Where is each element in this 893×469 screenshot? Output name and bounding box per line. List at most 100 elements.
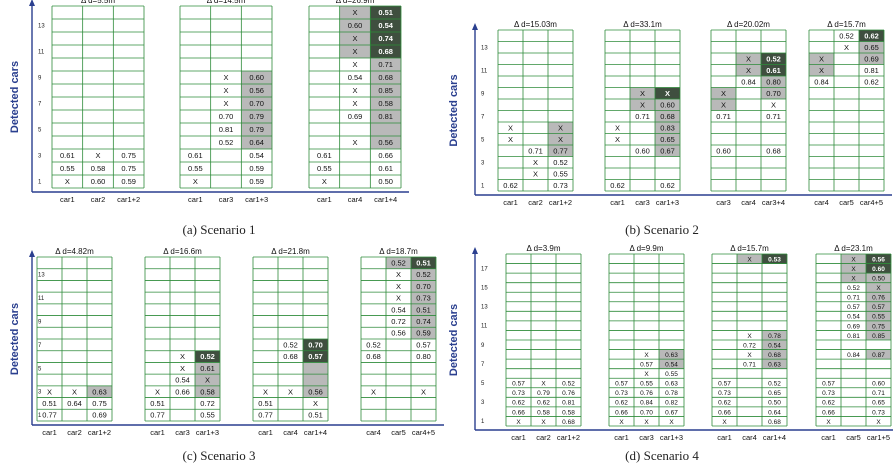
y-tick-label: 1 <box>481 183 485 189</box>
y-tick-label: 9 <box>481 343 485 349</box>
cell-shade <box>866 263 891 274</box>
cell-value: 0.71 <box>743 361 756 368</box>
delta-label: Δ d=33.1m <box>623 20 662 29</box>
cell-value: 0.80 <box>766 77 781 86</box>
cell-value: 0.85 <box>872 333 885 340</box>
cell-shade <box>841 263 866 274</box>
delta-label: Δ d=15.7m <box>827 20 866 29</box>
cell-shade <box>655 110 680 122</box>
y-tick-label: 5 <box>38 128 42 134</box>
cell-value: 0.71 <box>847 295 860 302</box>
cell-value: 0.52 <box>283 340 298 349</box>
delta-label: Δ d=16.6m <box>163 247 202 256</box>
cell-value: 0.54 <box>249 151 264 160</box>
cell-value: 0.61 <box>200 364 215 373</box>
cell-value: X <box>826 419 831 426</box>
cell-value: 0.56 <box>872 256 885 263</box>
cell-shade <box>548 145 573 157</box>
cell-value: X <box>352 8 357 17</box>
cell-value: 0.60 <box>348 21 363 30</box>
cell-value: 0.55 <box>200 411 215 420</box>
cell-shade <box>711 99 736 111</box>
column-label: car4 <box>348 195 363 204</box>
cell-value: 0.54 <box>665 361 678 368</box>
column-label: car3 <box>175 428 190 437</box>
cell-shade <box>809 53 834 65</box>
cell-value: X <box>421 387 426 396</box>
caption-d: (d) Scenario 4 <box>625 448 699 463</box>
cell-value: 0.84 <box>640 400 653 407</box>
cell-shade <box>195 385 220 398</box>
cell-value: 0.72 <box>743 342 756 349</box>
cell-value: X <box>851 266 856 273</box>
cell-value: 0.79 <box>249 125 264 134</box>
cell-value: 0.50 <box>872 275 885 282</box>
y-tick-label: 9 <box>481 91 485 97</box>
y-tick-label: 1 <box>481 419 485 425</box>
cell-shade <box>762 330 787 340</box>
cell-shade <box>655 87 680 99</box>
cell-shade <box>659 349 684 360</box>
delta-label: Δ d=4.82m <box>55 247 94 256</box>
delta-label: Δ d=15.03m <box>514 20 557 29</box>
cell-value: 0.62 <box>615 400 628 407</box>
cell-value: X <box>155 387 160 396</box>
y-axis-arrow <box>29 0 35 6</box>
cell-value: 0.63 <box>92 387 107 396</box>
cell-value: 0.76 <box>640 390 653 397</box>
cell-shade <box>411 327 436 339</box>
cell-value: 0.51 <box>378 8 393 17</box>
cell-shade <box>411 292 436 304</box>
column-label: car1+3 <box>660 433 683 442</box>
cell-shade <box>241 123 272 136</box>
column-label: car3 <box>716 198 731 207</box>
column-label: car1 <box>503 198 518 207</box>
cell-value: 0.54 <box>391 305 406 314</box>
cell-shade <box>370 32 401 45</box>
cell-value: 0.54 <box>378 21 393 30</box>
cell-value: 0.75 <box>121 151 136 160</box>
cell-shade <box>762 349 787 360</box>
column-label: car4+5 <box>860 198 883 207</box>
cell-value: 0.71 <box>635 112 650 121</box>
cell-shade <box>241 71 272 84</box>
cell-value: 0.69 <box>847 323 860 330</box>
cell-value: 0.63 <box>768 361 781 368</box>
column-label: car1+2 <box>549 198 572 207</box>
cell-value: 0.66 <box>175 387 190 396</box>
cell-value: X <box>516 419 521 426</box>
column-label: car4 <box>814 198 829 207</box>
column-label: car1 <box>717 433 732 442</box>
y-tick-label: 3 <box>481 400 485 406</box>
cell-shade <box>762 359 787 369</box>
column-label: car1+3 <box>196 428 219 437</box>
cell-value: 0.67 <box>660 146 675 155</box>
cell-value: 0.74 <box>416 317 431 326</box>
cell-value: 0.70 <box>219 112 234 121</box>
cell-value: X <box>263 387 268 396</box>
cell-value: X <box>223 86 228 95</box>
cell-value: 0.62 <box>864 77 879 86</box>
cell-value: 0.51 <box>308 411 323 420</box>
cell-shade <box>859 53 884 65</box>
cell-value: 0.61 <box>766 66 781 75</box>
cell-value: X <box>746 54 751 63</box>
cell-value: 0.51 <box>416 258 431 267</box>
cell-value: X <box>223 99 228 108</box>
y-axis-label: Detected cars <box>448 304 460 376</box>
cell-shade <box>370 110 401 123</box>
cell-value: 0.54 <box>847 314 860 321</box>
cell-shade <box>339 45 371 58</box>
cell-value: 0.56 <box>378 138 393 147</box>
column-label: car1+5 <box>867 433 890 442</box>
cell-shade <box>339 19 371 32</box>
cell-value: X <box>508 135 513 144</box>
cell-shade <box>241 136 272 149</box>
cell-value: 0.52 <box>839 31 854 40</box>
cell-shade <box>303 374 328 386</box>
cell-value: 0.81 <box>847 333 860 340</box>
cell-value: 0.62 <box>537 400 550 407</box>
cell-value: X <box>747 256 752 263</box>
cell-value: X <box>72 387 77 396</box>
cell-value: 0.52 <box>366 340 381 349</box>
